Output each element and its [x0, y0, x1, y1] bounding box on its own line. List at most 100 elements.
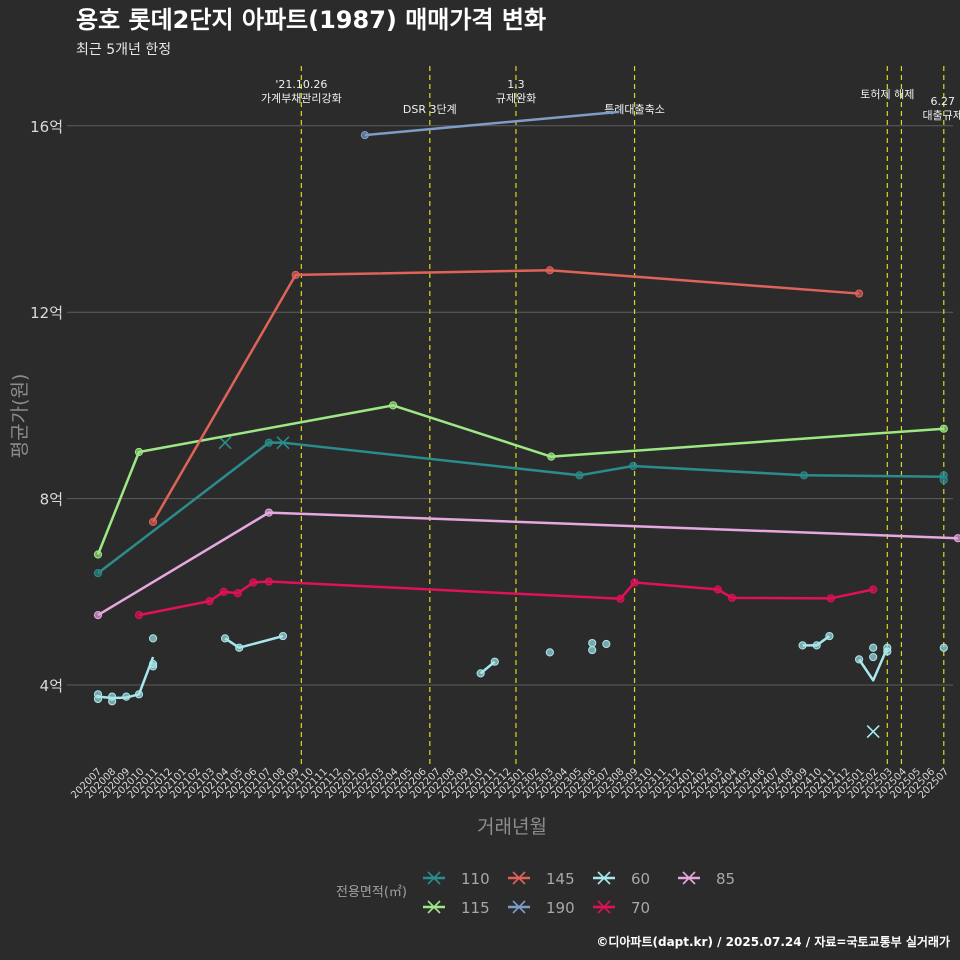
data-point — [629, 461, 638, 471]
series-60 — [93, 631, 948, 739]
series-layer — [93, 110, 960, 739]
legend: 전용면적(㎡) 110 145 60 85 115 190 70 — [336, 870, 735, 917]
data-point — [205, 597, 214, 606]
legend-title: 전용면적(㎡) — [336, 885, 407, 900]
event-label: 특례대출축소 — [604, 103, 665, 116]
data-point — [360, 131, 369, 140]
chart-subtitle: 최근 5개년 한정 — [76, 42, 171, 58]
data-point — [278, 631, 288, 641]
data-point — [869, 643, 878, 652]
data-point — [264, 577, 273, 586]
legend-key-cross — [512, 900, 526, 914]
cross-marker — [218, 436, 232, 450]
data-point — [220, 634, 230, 643]
series-115 — [93, 401, 948, 559]
data-point — [93, 611, 103, 620]
data-point — [219, 587, 228, 596]
data-point — [630, 578, 639, 587]
legend-label: 70 — [631, 899, 650, 917]
plot-area — [67, 66, 953, 766]
cross-marker — [866, 725, 880, 739]
data-point — [869, 652, 878, 662]
data-point — [490, 657, 499, 666]
data-point — [93, 569, 103, 578]
legend-key-cross — [427, 871, 441, 885]
series-70 — [134, 577, 878, 620]
cross-marker — [276, 436, 290, 450]
legend-key-cross — [427, 900, 441, 914]
legend-key-cross — [597, 900, 611, 914]
data-point — [854, 655, 864, 664]
event-label: 규제완화 — [496, 92, 536, 105]
legend-label: 115 — [461, 899, 490, 917]
event-label: 1.3 — [507, 78, 525, 91]
data-point — [545, 648, 554, 657]
data-point — [547, 452, 556, 461]
event-label: 대출규제 — [923, 109, 960, 122]
event-label: 토허제 해제 — [860, 87, 914, 101]
data-point — [389, 401, 398, 410]
x-axis-ticks: 2020072020082020092020102020112020122021… — [69, 766, 951, 801]
data-point — [108, 697, 117, 706]
event-label: 6.27 — [931, 95, 956, 108]
data-point — [588, 645, 597, 655]
caption: ©디아파트(dapt.kr) / 2025.07.24 / 자료=국토교통부 실… — [596, 934, 950, 949]
data-point — [869, 585, 878, 594]
data-point — [233, 589, 242, 598]
data-point — [826, 594, 835, 603]
data-point — [134, 690, 144, 699]
grid-layer — [67, 125, 953, 686]
data-point — [235, 643, 244, 652]
legend-label: 60 — [631, 870, 650, 888]
data-point — [264, 508, 273, 517]
chart-title: 용호 롯데2단지 아파트(1987) 매매가격 변화 — [76, 6, 546, 34]
data-point — [545, 266, 554, 275]
series-145 — [148, 266, 864, 527]
y-tick-label: 4억 — [40, 677, 63, 695]
y-axis-ticks: 4억 8억 12억 16억 — [30, 118, 63, 695]
data-point — [825, 631, 834, 641]
data-point — [854, 289, 864, 298]
data-point — [134, 611, 144, 620]
data-point — [148, 662, 158, 671]
series-85 — [93, 508, 960, 620]
data-point — [939, 475, 948, 485]
y-tick-label: 16억 — [30, 118, 63, 136]
data-point — [939, 424, 948, 433]
y-tick-label: 12억 — [30, 304, 63, 322]
data-point — [134, 447, 144, 457]
series-190 — [360, 110, 620, 140]
series-line — [858, 647, 889, 682]
data-point — [812, 641, 821, 650]
data-point — [953, 534, 960, 543]
legend-label: 145 — [546, 870, 575, 888]
data-point — [148, 517, 158, 527]
legend-key-cross — [512, 871, 526, 885]
data-point — [883, 647, 892, 656]
y-tick-label: 8억 — [40, 491, 63, 509]
x-axis-label: 거래년월 — [477, 816, 547, 838]
series-line — [151, 269, 860, 523]
event-label: DSR 3단계 — [403, 103, 457, 116]
data-point — [291, 270, 300, 280]
legend-key-cross — [597, 871, 611, 885]
data-point — [264, 438, 273, 447]
data-point — [249, 578, 258, 587]
legend-label: 190 — [546, 899, 575, 917]
data-point — [713, 585, 722, 594]
data-point — [93, 550, 103, 559]
legend-key-cross — [682, 871, 696, 885]
data-point — [93, 694, 103, 704]
event-label: '21.10.26 — [275, 78, 327, 91]
data-point — [148, 634, 158, 643]
data-point — [575, 471, 584, 480]
y-axis-label: 평균가(원) — [9, 374, 31, 459]
series-line — [364, 110, 620, 137]
data-point — [616, 594, 625, 603]
data-point — [798, 641, 807, 650]
data-point — [122, 692, 131, 701]
legend-label: 110 — [461, 870, 490, 888]
data-point — [476, 669, 485, 678]
